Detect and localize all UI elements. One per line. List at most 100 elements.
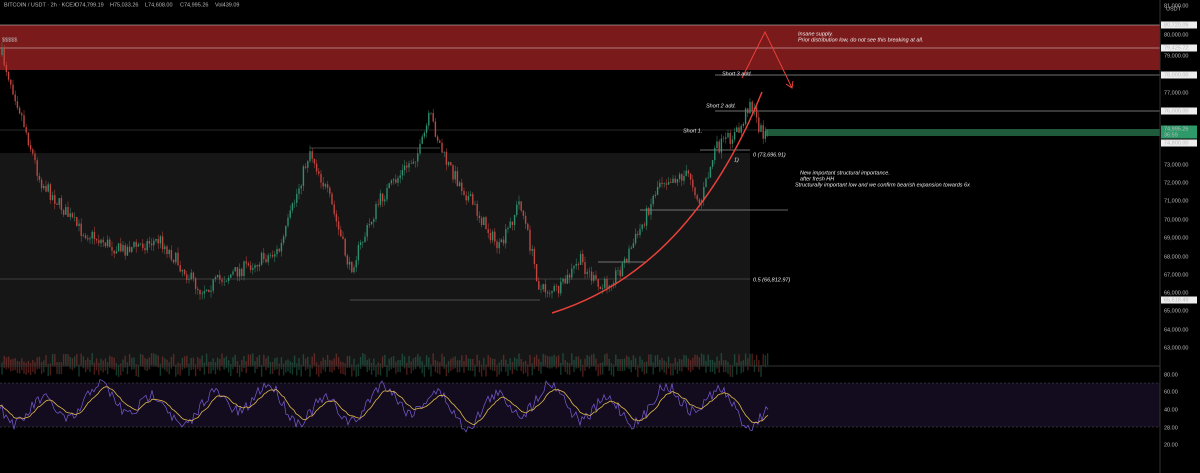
volume-bar (256, 357, 258, 370)
candle-body (276, 248, 278, 255)
candle-body (128, 246, 131, 252)
volume-bar (148, 357, 151, 370)
candle-body (69, 213, 71, 217)
price-label: 69,000.00 (1164, 235, 1188, 241)
candle-body (489, 233, 492, 241)
price-label: 63,000.00 (1164, 345, 1188, 351)
volume-bar (542, 353, 544, 366)
volume-bar (309, 364, 311, 377)
candle-body (568, 274, 571, 278)
annotation: 0 (73,696.91) (753, 152, 786, 158)
volume-bar (23, 361, 25, 374)
volume-bar (628, 356, 630, 369)
volume-bar (419, 356, 421, 369)
candle-body (133, 241, 135, 248)
candle-body (520, 201, 522, 211)
volume-bar (678, 358, 681, 371)
candle-body (399, 175, 401, 179)
candle-body (18, 107, 21, 114)
candle-body (122, 245, 124, 252)
volume-bar (274, 358, 276, 371)
candle-body (318, 171, 320, 174)
volume-bar (538, 358, 540, 371)
candle-body (43, 185, 45, 189)
open: O74,799.19 (75, 2, 104, 8)
candle-body (751, 101, 753, 111)
candle-body (214, 277, 217, 280)
volume-bar (738, 354, 740, 367)
volume-bar (610, 363, 613, 376)
price-tag (1161, 44, 1197, 52)
candle-body (392, 179, 395, 181)
volume-bar (540, 361, 542, 374)
candle-body (687, 170, 690, 174)
candle-body (500, 239, 503, 243)
candle-body (419, 143, 421, 154)
candle-body (494, 231, 496, 242)
candle-body (678, 174, 681, 179)
volume-bar (192, 357, 195, 370)
volume-bar (417, 353, 419, 366)
candle-body (98, 240, 100, 244)
candle-body (203, 290, 206, 294)
candle-body (62, 210, 65, 215)
candle-body (692, 179, 694, 188)
candle-body (487, 229, 489, 234)
volume-bar (62, 354, 65, 367)
candle-body (71, 213, 74, 218)
volume-bar (71, 358, 74, 371)
volume-bar (714, 362, 716, 375)
candle-body (718, 141, 720, 153)
candle-body (322, 182, 324, 187)
annotation: Structurally important low and we confir… (795, 182, 970, 188)
candle-body (188, 279, 190, 280)
volume-bar (623, 358, 626, 371)
candle-body (637, 233, 639, 235)
candle-body (562, 278, 564, 282)
volume-bar (373, 358, 375, 371)
candle-body (362, 241, 364, 243)
volume-bar (520, 358, 522, 371)
price-label: 74,800.00 (1164, 140, 1188, 146)
candle-body (656, 186, 659, 195)
price-tag (1161, 71, 1197, 79)
candle-body (524, 215, 527, 224)
volume-bar (38, 356, 41, 369)
volume-bar (157, 355, 159, 368)
candle-body (179, 265, 181, 272)
candle-body (324, 184, 327, 187)
candle-body (252, 268, 254, 270)
volume-bar (161, 356, 164, 369)
volume-bar (652, 362, 654, 375)
candle-body (221, 279, 223, 282)
candle-body (421, 136, 423, 144)
price-tag (1161, 139, 1197, 147)
candle-body (714, 147, 716, 161)
candle-body (155, 239, 157, 241)
candle-body (722, 138, 725, 140)
candle-body (683, 175, 685, 181)
volume-bar (73, 356, 76, 369)
rsi-label: 80.00 (1164, 372, 1178, 378)
volume-bar (568, 363, 571, 376)
volume-bar (87, 357, 89, 370)
volume-bar (667, 356, 670, 369)
rsi-ma (0, 386, 769, 426)
volume-bar (131, 357, 133, 370)
volume-bar (384, 354, 386, 367)
candle-body (298, 188, 300, 194)
candle-body (256, 265, 258, 267)
volume-bar (465, 355, 467, 368)
candle-body (219, 274, 221, 280)
candle-body (344, 238, 346, 256)
volume-bar (80, 353, 82, 366)
candle-body (159, 236, 162, 244)
volume-bar (582, 364, 584, 377)
volume-bar (476, 354, 478, 367)
candle-body (84, 235, 87, 239)
candle-body (529, 229, 531, 251)
candle-body (146, 241, 148, 251)
candle-body (313, 158, 316, 164)
volume-bar (606, 353, 608, 366)
volume-bar (436, 361, 439, 374)
